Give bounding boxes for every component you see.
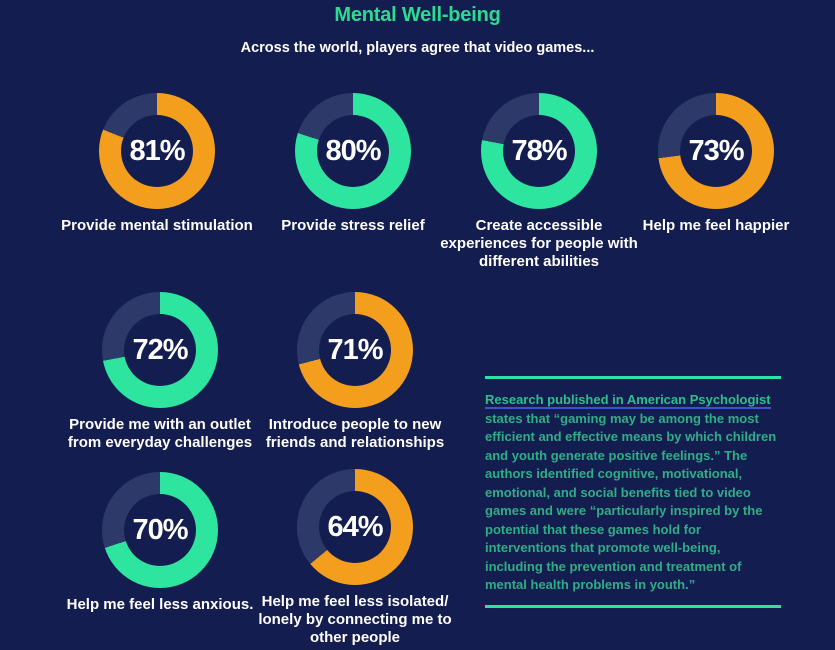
donut-percent-value: 80% bbox=[317, 115, 389, 187]
donut-cell: 64% Help me feel less isolated/ lonely by… bbox=[255, 469, 455, 647]
donut-label: Help me feel happier bbox=[642, 217, 790, 234]
donut-cell: 81% Provide mental stimulation bbox=[57, 93, 257, 235]
divider-line-bottom bbox=[485, 604, 781, 608]
divider-line-top bbox=[485, 376, 781, 379]
donut-label: Create accessible experiences for people… bbox=[440, 217, 638, 270]
donut-percent-value: 64% bbox=[319, 491, 391, 563]
donut-cell: 70% Help me feel less anxious. bbox=[60, 472, 260, 614]
donut-percent-value: 81% bbox=[121, 115, 193, 187]
donut-label: Help me feel less isolated/ lonely by co… bbox=[258, 593, 452, 646]
donut-label: Help me feel less anxious. bbox=[66, 596, 254, 613]
donut-percent-value: 70% bbox=[124, 494, 196, 566]
donut-cell: 78% Create accessible experiences for peo… bbox=[439, 93, 639, 271]
research-link[interactable]: Research published in American Psycholog… bbox=[485, 392, 771, 409]
donut-cell: 72% Provide me with an outlet from everyd… bbox=[60, 292, 260, 452]
research-paragraph: Research published in American Psycholog… bbox=[485, 391, 781, 595]
donut-chart: 72% bbox=[102, 292, 218, 408]
research-body-text: states that “gaming may be among the mos… bbox=[485, 410, 777, 593]
donut-chart: 73% bbox=[658, 93, 774, 209]
donut-label: Introduce people to new friends and rela… bbox=[265, 416, 445, 451]
donut-label: Provide stress relief bbox=[281, 217, 425, 234]
donut-chart: 70% bbox=[102, 472, 218, 588]
donut-cell: 71% Introduce people to new friends and r… bbox=[255, 292, 455, 452]
donut-chart: 78% bbox=[481, 93, 597, 209]
donut-cell: 73% Help me feel happier bbox=[616, 93, 816, 235]
page-title: Mental Well-being bbox=[334, 4, 501, 26]
donut-chart: 81% bbox=[99, 93, 215, 209]
donut-label: Provide me with an outlet from everyday … bbox=[67, 416, 253, 451]
page-subtitle: Across the world, players agree that vid… bbox=[240, 40, 595, 56]
donut-percent-value: 71% bbox=[319, 314, 391, 386]
donut-percent-value: 73% bbox=[680, 115, 752, 187]
donut-percent-value: 72% bbox=[124, 314, 196, 386]
donut-chart: 80% bbox=[295, 93, 411, 209]
research-callout: Research published in American Psycholog… bbox=[485, 376, 781, 608]
donut-cell: 80% Provide stress relief bbox=[253, 93, 453, 235]
donut-chart: 64% bbox=[297, 469, 413, 585]
donut-percent-value: 78% bbox=[503, 115, 575, 187]
donut-label: Provide mental stimulation bbox=[61, 217, 253, 234]
donut-chart: 71% bbox=[297, 292, 413, 408]
